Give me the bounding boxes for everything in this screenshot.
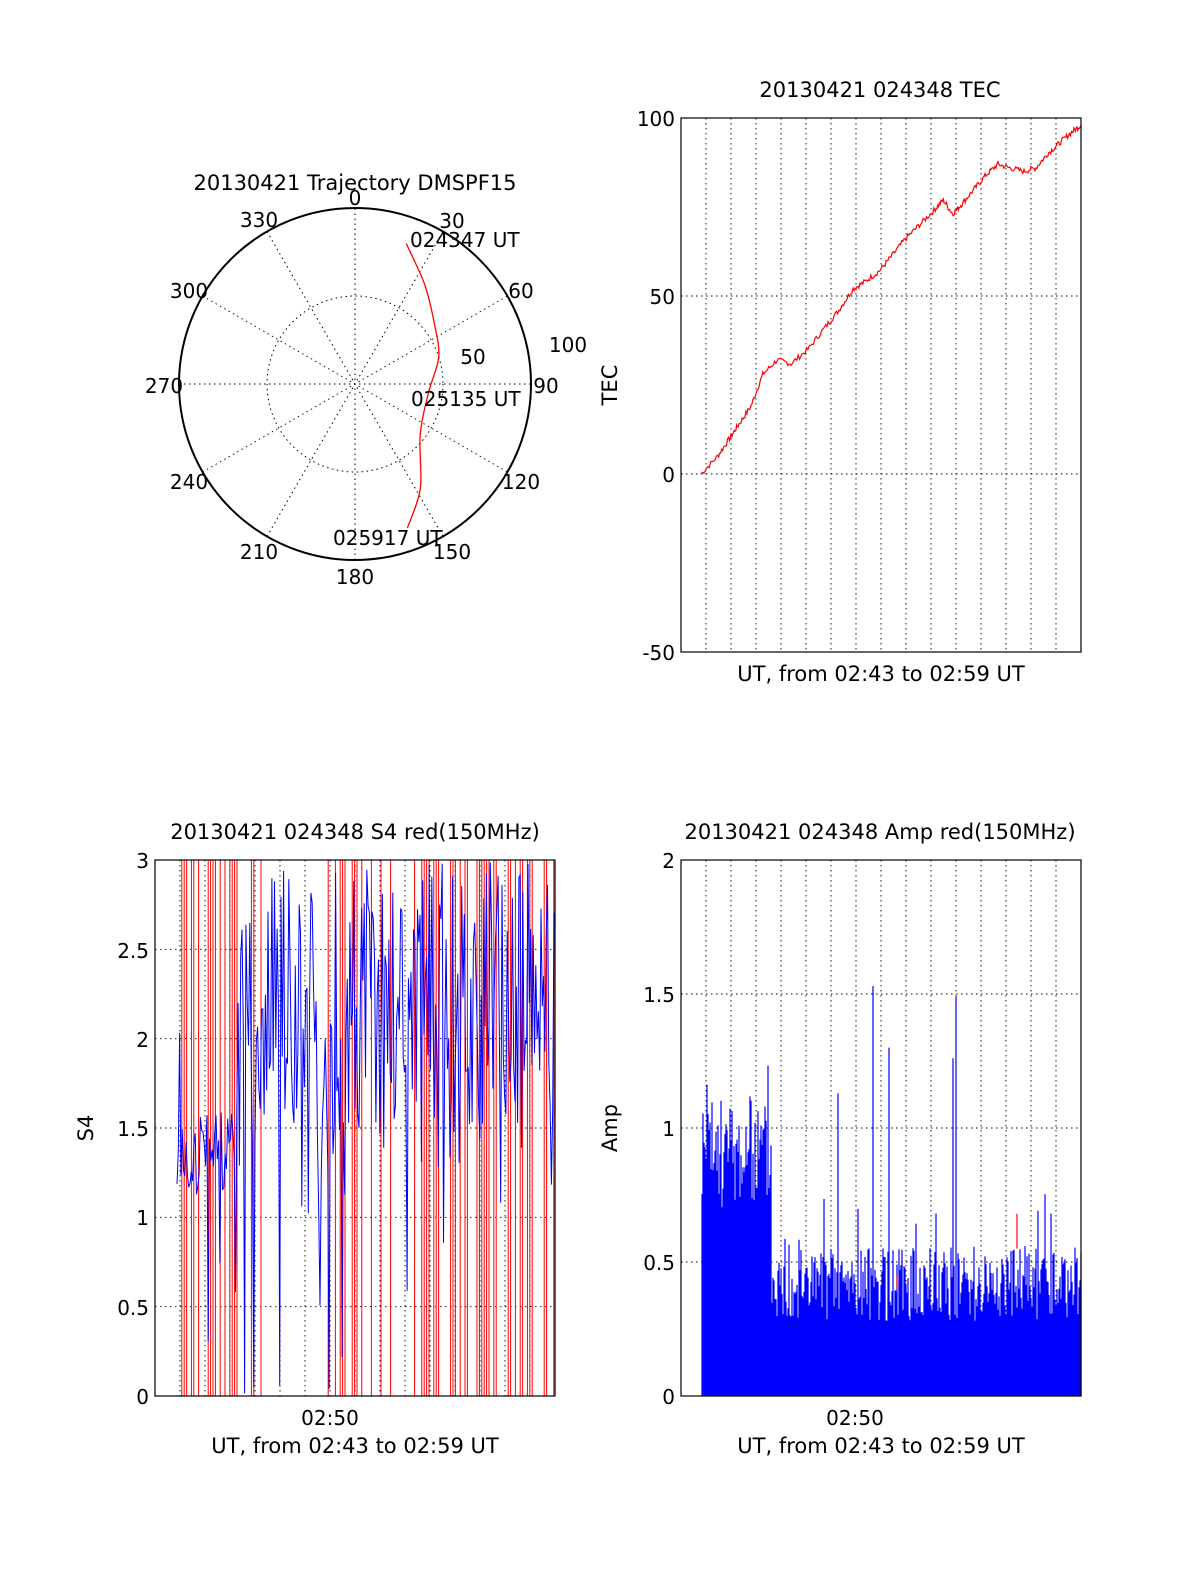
amp-data-series bbox=[701, 986, 1082, 1396]
amp-ytick-0: 0 bbox=[662, 1385, 675, 1409]
amp-x-axis-label: UT, from 02:43 to 02:59 UT bbox=[737, 1434, 1025, 1458]
s4-y-axis-label: S4 bbox=[74, 1115, 98, 1142]
s4-y-ticks: 3 2.5 2 1.5 1 0.5 0 bbox=[117, 849, 149, 1409]
annotation-end-time: 025917 UT bbox=[333, 526, 443, 550]
angle-label-270: 270 bbox=[145, 374, 183, 398]
trajectory-title: 20130421 Trajectory DMSPF15 bbox=[193, 171, 516, 195]
tec-axes-frame bbox=[680, 117, 1082, 653]
tec-ytick-100: 100 bbox=[637, 107, 675, 131]
annotation-mid-time: 025135 UT bbox=[411, 387, 521, 411]
amp-ytick-1: 1 bbox=[662, 1117, 675, 1141]
amp-plot: 20130421 024348 Amp red(150MHz) 2 1.5 1 … bbox=[598, 820, 1082, 1458]
s4-ytick-2: 2 bbox=[136, 1028, 149, 1052]
amp-blue-series bbox=[701, 986, 1082, 1396]
angle-label-150: 150 bbox=[433, 540, 471, 564]
s4-x-axis-label: UT, from 02:43 to 02:59 UT bbox=[211, 1434, 499, 1458]
amp-ytick-2: 2 bbox=[662, 849, 675, 873]
tec-y-axis-label: TEC bbox=[598, 365, 622, 407]
trajectory-polar-plot: 20130421 Trajectory DMSPF15 0 30 60 90 1… bbox=[145, 171, 587, 589]
polar-angle-labels: 0 30 60 90 120 150 180 210 240 270 300 3… bbox=[145, 186, 559, 589]
amp-xtick-0250: 02:50 bbox=[826, 1406, 884, 1430]
s4-axes-frame bbox=[154, 859, 556, 1397]
angle-label-120: 120 bbox=[502, 470, 540, 494]
polar-outer-circle bbox=[178, 207, 532, 561]
s4-ytick-0-5: 0.5 bbox=[117, 1296, 149, 1320]
polar-grid-spoke bbox=[266, 231, 444, 537]
angle-label-180: 180 bbox=[336, 565, 374, 589]
s4-blue-series bbox=[176, 862, 555, 1394]
annotation-start-time: 024347 UT bbox=[410, 228, 520, 252]
tec-y-ticks: 100 50 0 -50 bbox=[637, 107, 675, 665]
polar-grid bbox=[179, 208, 531, 560]
s4-xtick-0250: 02:50 bbox=[301, 1406, 359, 1430]
angle-label-210: 210 bbox=[240, 540, 278, 564]
s4-ytick-0: 0 bbox=[136, 1385, 149, 1409]
tec-series-line bbox=[700, 124, 1082, 475]
tec-plot: 20130421 024348 TEC 100 50 0 -50 UT, fro… bbox=[598, 78, 1082, 686]
radial-label-50: 50 bbox=[460, 345, 485, 369]
amp-axes-frame bbox=[680, 859, 1082, 1397]
s4-ytick-2-5: 2.5 bbox=[117, 939, 149, 963]
amp-red-series bbox=[896, 1213, 1018, 1289]
angle-label-0: 0 bbox=[349, 186, 362, 210]
s4-ytick-1-5: 1.5 bbox=[117, 1117, 149, 1141]
amp-grid bbox=[681, 860, 1081, 1396]
tec-ytick-50: 50 bbox=[650, 285, 675, 309]
amp-ytick-0-5: 0.5 bbox=[643, 1251, 675, 1275]
tec-x-axis-label: UT, from 02:43 to 02:59 UT bbox=[737, 662, 1025, 686]
angle-label-60: 60 bbox=[508, 279, 533, 303]
amp-y-axis-label: Amp bbox=[598, 1104, 622, 1152]
angle-label-90: 90 bbox=[533, 374, 558, 398]
tec-ytick-0: 0 bbox=[662, 463, 675, 487]
s4-title: 20130421 024348 S4 red(150MHz) bbox=[170, 820, 540, 844]
tec-grid bbox=[681, 118, 1081, 652]
s4-ytick-1: 1 bbox=[136, 1206, 149, 1230]
polar-grid-ring-50 bbox=[266, 295, 444, 473]
s4-red-series bbox=[181, 860, 555, 1396]
amp-title: 20130421 024348 Amp red(150MHz) bbox=[684, 820, 1075, 844]
s4-data-series bbox=[176, 860, 555, 1396]
s4-plot: 20130421 024348 S4 red(150MHz) 3 2.5 2 1… bbox=[74, 820, 556, 1458]
amp-y-ticks: 2 1.5 1 0.5 0 bbox=[643, 849, 675, 1409]
angle-label-330: 330 bbox=[240, 208, 278, 232]
angle-label-240: 240 bbox=[170, 470, 208, 494]
radial-label-100: 100 bbox=[549, 333, 587, 357]
tec-ytick-neg50: -50 bbox=[642, 641, 675, 665]
angle-label-30: 30 bbox=[439, 209, 464, 233]
tec-title: 20130421 024348 TEC bbox=[759, 78, 1000, 102]
s4-ytick-3: 3 bbox=[136, 849, 149, 873]
amp-ytick-1-5: 1.5 bbox=[643, 983, 675, 1007]
trajectory-line bbox=[405, 243, 440, 529]
angle-label-300: 300 bbox=[170, 279, 208, 303]
